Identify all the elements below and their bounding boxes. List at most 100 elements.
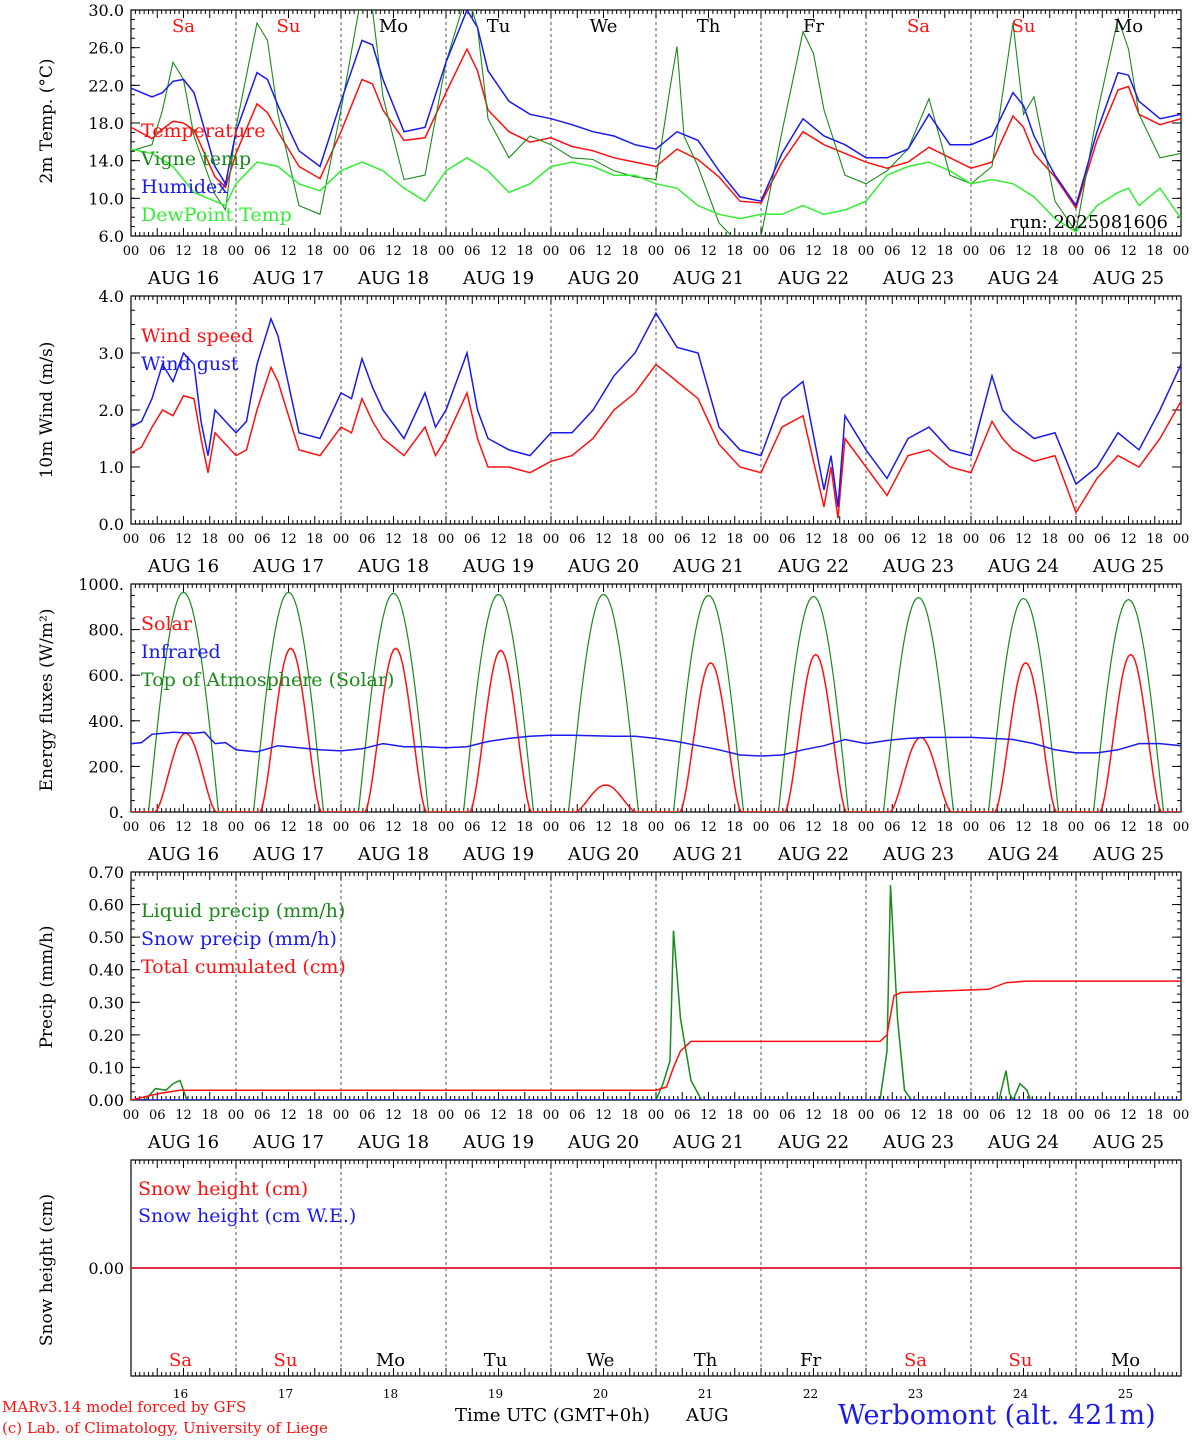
hour-tick-label: 12 [595, 244, 612, 259]
day-name-top: Mo [1114, 16, 1143, 37]
day-name-bottom: Mo [376, 1350, 405, 1371]
panel-1 [130, 9, 1182, 237]
hour-tick-label: 00 [858, 820, 875, 835]
date-label: AUG 21 [672, 1132, 744, 1153]
hour-tick-label: 06 [254, 244, 271, 259]
date-label: AUG 18 [357, 268, 429, 289]
hour-tick-label: 00 [858, 532, 875, 547]
date-label: AUG 16 [147, 1132, 219, 1153]
hour-tick-label: 12 [700, 1108, 717, 1123]
y-axis-label: Precip (mm/h) [37, 925, 57, 1048]
y-tick-label: 30.0 [88, 1, 124, 20]
hour-tick-label: 06 [884, 1108, 901, 1123]
hour-tick-label: 18 [1146, 820, 1163, 835]
copyright-credit: (c) Lab. of Climatology, University of L… [2, 1419, 328, 1437]
y-tick-label: 18.0 [88, 114, 124, 133]
y-tick-label: 1.0 [99, 458, 124, 477]
hour-tick-label: 06 [1094, 532, 1111, 547]
bottom-day-number: 25 [1118, 1387, 1133, 1401]
bottom-day-number: 16 [173, 1387, 188, 1401]
date-label: AUG 18 [357, 1132, 429, 1153]
hour-tick-label: 06 [149, 820, 166, 835]
y-tick-label: 14.0 [88, 152, 124, 171]
hour-tick-label: 18 [726, 1108, 743, 1123]
y-axis-label: Snow height (cm) [37, 1194, 57, 1346]
date-label: AUG 20 [567, 268, 639, 289]
day-name-top: Tu [487, 16, 511, 37]
hour-tick-label: 12 [910, 244, 927, 259]
hour-tick-label: 18 [936, 820, 953, 835]
hour-tick-label: 18 [1146, 532, 1163, 547]
hour-tick-label: 12 [280, 1108, 297, 1123]
hour-tick-label: 06 [149, 1108, 166, 1123]
hour-tick-label: 18 [516, 244, 533, 259]
hour-tick-label: 06 [779, 820, 796, 835]
hour-tick-label: 12 [805, 532, 822, 547]
legend-total-cumulated-cm-: Total cumulated (cm) [141, 956, 346, 978]
series-top-of-atmosphere [131, 591, 1181, 812]
hour-tick-label: 12 [1015, 244, 1032, 259]
hour-tick-label: 18 [306, 820, 323, 835]
hour-tick-label: 00 [333, 532, 350, 547]
hour-tick-label: 06 [254, 1108, 271, 1123]
date-label: AUG 24 [987, 556, 1059, 577]
hour-tick-label: 06 [779, 532, 796, 547]
hour-tick-label: 18 [831, 532, 848, 547]
bottom-day-number: 20 [593, 1387, 608, 1401]
y-tick-label: 10.0 [88, 189, 124, 208]
date-label: AUG 22 [777, 556, 849, 577]
hour-tick-label: 12 [910, 820, 927, 835]
hour-tick-label: 06 [149, 532, 166, 547]
y-tick-label: 1000. [78, 575, 124, 594]
hour-tick-label: 18 [201, 820, 218, 835]
series-group [131, 10, 1181, 236]
hour-tick-label: 00 [1173, 820, 1190, 835]
hour-tick-label: 06 [359, 532, 376, 547]
hour-tick-label: 06 [989, 244, 1006, 259]
hour-tick-label: 12 [1120, 820, 1137, 835]
legend-snow-height-cm-w-e-: Snow height (cm W.E.) [138, 1205, 356, 1227]
date-label: AUG 23 [882, 268, 954, 289]
hour-tick-label: 18 [726, 532, 743, 547]
hour-tick-label: 18 [621, 820, 638, 835]
y-tick-label: 0.60 [88, 896, 124, 915]
hour-tick-label: 12 [280, 244, 297, 259]
hour-tick-label: 06 [1094, 244, 1111, 259]
hour-tick-label: 12 [280, 820, 297, 835]
hour-tick-label: 12 [1120, 532, 1137, 547]
date-label: AUG 23 [882, 1132, 954, 1153]
hour-tick-label: 00 [333, 820, 350, 835]
hour-tick-label: 06 [569, 1108, 586, 1123]
y-tick-label: 2.0 [99, 401, 124, 420]
legend-dewpoint-temp: DewPoint Temp [141, 204, 292, 226]
hour-tick-label: 00 [543, 532, 560, 547]
series-vigne-temp [131, 10, 1181, 236]
hour-tick-label: 00 [438, 532, 455, 547]
day-name-top: Sa [172, 16, 195, 37]
panel-3 [130, 583, 1182, 813]
hour-tick-label: 18 [936, 244, 953, 259]
day-name-bottom: Su [1009, 1350, 1033, 1371]
hour-tick-label: 00 [648, 532, 665, 547]
bottom-day-number: 18 [383, 1387, 398, 1401]
legend-vigne-temp: Vigne temp [140, 148, 251, 170]
hour-tick-label: 12 [700, 244, 717, 259]
series-infrared [131, 731, 1181, 757]
hour-tick-label: 00 [858, 1108, 875, 1123]
date-label: AUG 21 [672, 268, 744, 289]
hour-tick-label: 06 [1094, 820, 1111, 835]
hour-tick-label: 18 [726, 820, 743, 835]
y-tick-label: 0. [109, 803, 124, 822]
date-label: AUG 19 [462, 1132, 534, 1153]
hour-tick-label: 06 [359, 1108, 376, 1123]
date-label: AUG 16 [147, 268, 219, 289]
hour-tick-label: 06 [569, 244, 586, 259]
hour-tick-label: 18 [621, 1108, 638, 1123]
legend-temperature: Temperature [141, 120, 265, 142]
day-name-bottom: Sa [169, 1350, 192, 1371]
hour-tick-label: 12 [490, 820, 507, 835]
y-tick-label: 0.40 [88, 961, 124, 980]
hour-tick-label: 18 [411, 1108, 428, 1123]
y-tick-label: 0.20 [88, 1026, 124, 1045]
series-humidex [131, 10, 1181, 208]
